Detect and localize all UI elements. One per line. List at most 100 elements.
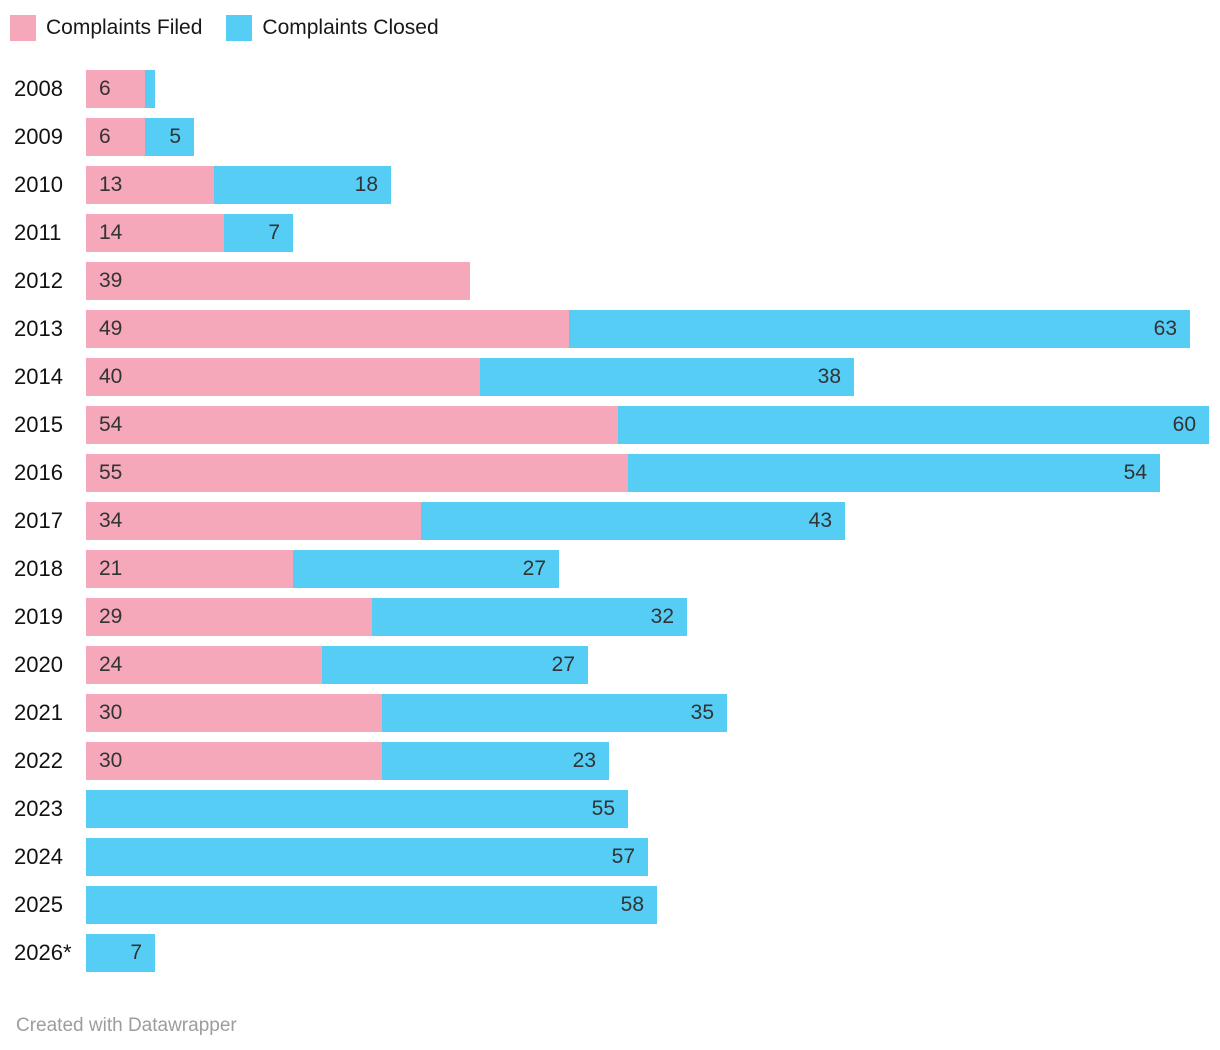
bar-row: 2009 6 5: [0, 118, 1220, 156]
year-label: 2014: [14, 364, 63, 389]
year-label: 2025: [14, 892, 63, 917]
bar-row: 2014 40 38: [0, 358, 1220, 396]
bar-row: 2021 30 35: [0, 694, 1220, 732]
filed-bar-segment: 21: [86, 550, 293, 588]
closed-value-label: 54: [1123, 461, 1147, 484]
closed-bar-segment: 23: [382, 742, 609, 780]
closed-bar-segment: 43: [421, 502, 845, 540]
filed-bar-segment: 30: [86, 694, 382, 732]
legend-item-filed: Complaints Filed: [10, 15, 202, 41]
filed-bar-segment: 54: [86, 406, 618, 444]
year-label: 2012: [14, 268, 63, 293]
filed-value-label: 24: [99, 653, 123, 676]
bar-row: 2020 24 27: [0, 646, 1220, 684]
bar-row: 2024 57: [0, 838, 1220, 876]
closed-bar-segment: 7: [224, 214, 293, 252]
closed-bar-segment: 27: [322, 646, 588, 684]
stacked-bar: 55 54: [86, 454, 1160, 492]
closed-bar-segment: 18: [214, 166, 391, 204]
filed-bar-segment: 24: [86, 646, 322, 684]
closed-value-label: 35: [690, 701, 714, 724]
year-label: 2018: [14, 556, 63, 581]
filed-bar-segment: 34: [86, 502, 421, 540]
year-label: 2021: [14, 700, 63, 725]
closed-value-label: 58: [620, 893, 644, 916]
bar-row: 2013 49 63: [0, 310, 1220, 348]
stacked-bar: 29 32: [86, 598, 687, 636]
year-label: 2017: [14, 508, 63, 533]
closed-value-label: 57: [611, 845, 635, 868]
year-label: 2019: [14, 604, 63, 629]
year-label: 2020: [14, 652, 63, 677]
bar-row: 2018 21 27: [0, 550, 1220, 588]
filed-value-label: 6: [99, 125, 111, 148]
filed-bar-segment: 6: [86, 118, 145, 156]
closed-bar-segment: 55: [86, 790, 628, 828]
bar-row: 2015 54 60: [0, 406, 1220, 444]
stacked-bar: 57: [86, 838, 648, 876]
year-label: 2023: [14, 796, 63, 821]
filed-value-label: 30: [99, 701, 123, 724]
bar-row: 2022 30 23: [0, 742, 1220, 780]
closed-bar-segment: 35: [382, 694, 727, 732]
closed-bar-segment: 7: [86, 934, 155, 972]
stacked-bar: 30 23: [86, 742, 609, 780]
stacked-bar: 30 35: [86, 694, 727, 732]
year-label: 2022: [14, 748, 63, 773]
bar-row: 2026* 7: [0, 934, 1220, 972]
closed-value-label: 43: [808, 509, 832, 532]
stacked-bar: 21 27: [86, 550, 559, 588]
closed-bar-segment: 27: [293, 550, 559, 588]
filed-bar-segment: 30: [86, 742, 382, 780]
year-label: 2015: [14, 412, 63, 437]
year-label: 2009: [14, 124, 63, 149]
year-label: 2024: [14, 844, 63, 869]
closed-bar-segment: 58: [86, 886, 657, 924]
stacked-bar: 13 18: [86, 166, 391, 204]
stacked-bar: 54 60: [86, 406, 1209, 444]
filed-bar-segment: 14: [86, 214, 224, 252]
datawrapper-attribution-link[interactable]: Created with Datawrapper: [16, 1015, 237, 1036]
closed-bar-segment: 57: [86, 838, 648, 876]
stacked-bar: 14 7: [86, 214, 293, 252]
filed-bar-segment: 29: [86, 598, 372, 636]
closed-bar-segment: 5: [145, 118, 194, 156]
closed-value-label: 27: [551, 653, 575, 676]
chart-footer: Created with Datawrapper: [16, 1014, 1220, 1037]
year-label: 2010: [14, 172, 63, 197]
filed-value-label: 39: [99, 269, 123, 292]
year-label: 2013: [14, 316, 63, 341]
stacked-bar: 34 43: [86, 502, 845, 540]
stacked-bar: 55: [86, 790, 628, 828]
filed-value-label: 40: [99, 365, 123, 388]
filed-value-label: 14: [99, 221, 123, 244]
year-label: 2008: [14, 76, 63, 101]
filed-value-label: 54: [99, 413, 123, 436]
closed-bar-segment: 32: [372, 598, 687, 636]
bar-rows: 2008 6 2009 6 5 2010 13 18 2011 14 7 2012 39 2013 49 63…: [0, 70, 1220, 972]
closed-value-label: 55: [591, 797, 615, 820]
filed-bar-segment: 49: [86, 310, 569, 348]
stacked-bar: 24 27: [86, 646, 588, 684]
filed-value-label: 6: [99, 77, 111, 100]
filed-bar-segment: 55: [86, 454, 628, 492]
filed-value-label: 55: [99, 461, 123, 484]
closed-value-label: 7: [130, 941, 142, 964]
closed-value-label: 60: [1172, 413, 1196, 436]
stacked-bar: 6: [86, 70, 155, 108]
bar-row: 2011 14 7: [0, 214, 1220, 252]
year-label: 2016: [14, 460, 63, 485]
filed-value-label: 34: [99, 509, 123, 532]
stacked-bar: 49 63: [86, 310, 1190, 348]
closed-bar-segment: 63: [569, 310, 1190, 348]
bar-row: 2008 6: [0, 70, 1220, 108]
closed-bar-segment: 38: [480, 358, 854, 396]
closed-value-label: 23: [572, 749, 596, 772]
legend-swatch-closed-icon: [226, 15, 253, 41]
closed-bar-segment: [145, 70, 155, 108]
closed-bar-segment: 54: [628, 454, 1160, 492]
legend-label-closed: Complaints Closed: [262, 16, 439, 39]
filed-value-label: 30: [99, 749, 123, 772]
closed-value-label: 7: [268, 221, 280, 244]
